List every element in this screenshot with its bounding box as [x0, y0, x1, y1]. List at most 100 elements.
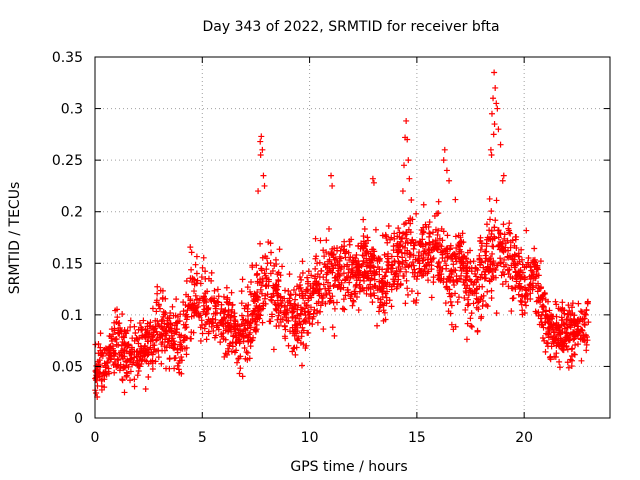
data-point: [540, 324, 547, 331]
data-point: [484, 234, 491, 241]
data-point: [345, 249, 352, 256]
data-point: [297, 339, 304, 346]
data-point: [322, 300, 329, 307]
data-point: [555, 305, 562, 312]
data-point: [289, 314, 296, 321]
data-point: [180, 299, 187, 306]
data-point: [418, 226, 425, 233]
data-point: [447, 268, 454, 275]
data-point: [240, 333, 247, 340]
x-axis-label: GPS time / hours: [290, 459, 407, 475]
data-point: [489, 243, 496, 250]
data-point: [473, 273, 480, 280]
data-point: [323, 237, 330, 244]
data-point: [518, 256, 525, 263]
data-point: [434, 272, 441, 279]
data-point: [201, 325, 208, 332]
data-point: [565, 302, 572, 309]
data-point: [478, 271, 485, 278]
data-point: [111, 319, 118, 326]
data-point: [540, 302, 547, 309]
data-point: [335, 283, 342, 290]
data-point: [383, 269, 390, 276]
data-point: [155, 354, 162, 361]
data-point: [477, 315, 484, 322]
data-point: [472, 264, 479, 271]
data-point: [474, 327, 481, 334]
data-point: [569, 357, 576, 364]
data-point: [272, 301, 279, 308]
data-point: [277, 316, 284, 323]
data-point: [517, 273, 524, 280]
data-point: [139, 334, 146, 341]
data-point: [212, 302, 219, 309]
data-point: [363, 240, 370, 247]
data-point: [434, 231, 441, 238]
data-point: [382, 272, 389, 279]
data-point: [248, 279, 255, 286]
data-point: [527, 290, 534, 297]
data-point: [355, 258, 362, 265]
data-point: [257, 286, 264, 293]
data-point: [413, 297, 420, 304]
data-point: [392, 270, 399, 277]
data-point: [183, 334, 190, 341]
data-point: [543, 308, 550, 315]
data-point: [309, 321, 316, 328]
data-point: [521, 276, 528, 283]
data-point: [293, 330, 300, 337]
data-point: [254, 289, 261, 296]
grid: [95, 57, 610, 418]
data-point: [287, 291, 294, 298]
data-point: [575, 341, 582, 348]
data-point: [444, 232, 451, 239]
data-point: [403, 277, 410, 284]
data-point: [147, 319, 154, 326]
data-point: [335, 265, 342, 272]
data-point: [512, 262, 519, 269]
data-point: [410, 245, 417, 252]
data-point: [380, 317, 387, 324]
data-point: [221, 353, 228, 360]
data-point: [483, 255, 490, 262]
data-point: [268, 249, 275, 256]
data-point: [131, 383, 138, 390]
data-point: [539, 334, 546, 341]
data-point: [512, 284, 519, 291]
data-point: [374, 257, 381, 264]
data-point: [464, 302, 471, 309]
data-point: [134, 361, 141, 368]
data-point: [102, 363, 109, 370]
data-point: [359, 285, 366, 292]
data-point: [244, 349, 251, 356]
data-point: [428, 258, 435, 265]
data-point: [114, 329, 121, 336]
data-point: [267, 318, 274, 325]
data-point: [320, 281, 327, 288]
data-point: [340, 296, 347, 303]
data-point: [330, 282, 337, 289]
data-point: [338, 243, 345, 250]
data-point: [367, 281, 374, 288]
data-point: [414, 290, 421, 297]
data-point: [411, 266, 418, 273]
data-point: [94, 358, 101, 365]
data-point: [131, 323, 138, 330]
data-point: [567, 331, 574, 338]
data-point: [363, 255, 370, 262]
data-point: [225, 348, 232, 355]
data-point: [224, 319, 231, 326]
data-point: [505, 283, 512, 290]
data-point: [571, 312, 578, 319]
data-point: [297, 311, 304, 318]
data-point: [383, 300, 390, 307]
data-point: [201, 306, 208, 313]
data-point: [198, 317, 205, 324]
data-point: [531, 245, 538, 252]
data-point: [419, 257, 426, 264]
data-point: [446, 177, 453, 184]
data-point: [239, 330, 246, 337]
data-point: [388, 303, 395, 310]
data-point: [343, 263, 350, 270]
data-point: [149, 366, 156, 373]
